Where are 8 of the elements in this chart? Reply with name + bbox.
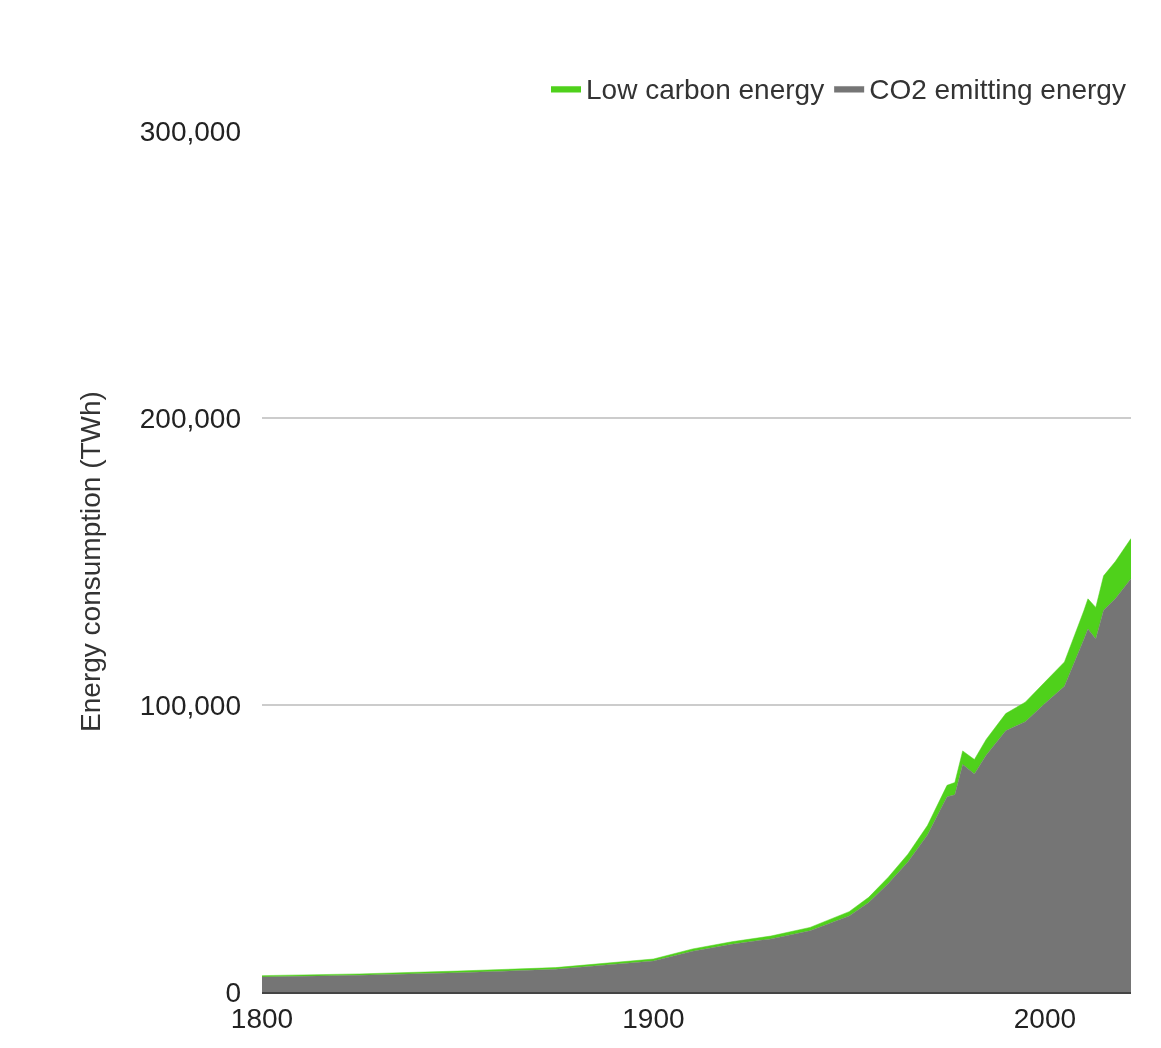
x-tick-label: 2000 [1013,1002,1077,1034]
y-tick-label: 200,000 [139,402,241,434]
legend-label: CO2 emitting energy [869,74,1126,106]
y-axis-title: Energy consumption (TWh) [75,391,107,732]
x-tick-label: 1900 [622,1002,685,1034]
y-tick-label: 300,000 [139,115,241,147]
y-tick-label: 100,000 [139,689,241,721]
legend-label: Low carbon energy [586,74,825,106]
